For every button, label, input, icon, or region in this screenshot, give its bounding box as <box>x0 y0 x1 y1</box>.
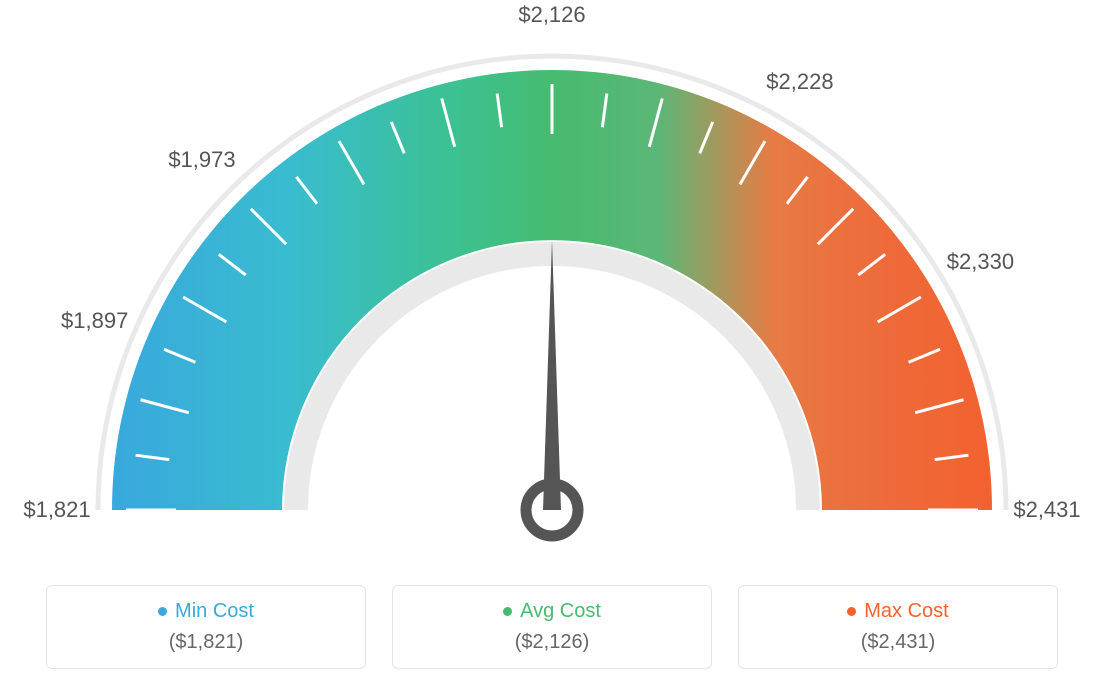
legend-title-text: Min Cost <box>175 600 254 622</box>
legend-title: Avg Cost <box>403 600 701 623</box>
legend-value: ($2,126) <box>403 631 701 654</box>
legend-value: ($2,431) <box>749 631 1047 654</box>
gauge-tick-label: $1,897 <box>61 308 128 334</box>
legend-dot-icon <box>158 607 167 616</box>
gauge-tick-label: $2,228 <box>766 69 833 95</box>
gauge-tick-label: $1,973 <box>168 147 235 173</box>
gauge-tick-label: $1,821 <box>23 497 90 523</box>
legend-title-text: Avg Cost <box>520 600 601 622</box>
gauge-tick-label: $2,126 <box>518 2 585 28</box>
gauge-tick-label: $2,330 <box>947 249 1014 275</box>
gauge-svg <box>0 0 1104 560</box>
cost-gauge: $1,821 $1,897 $1,973 $2,126 $2,228 $2,330 $2,4… <box>0 0 1104 560</box>
legend-row: Min Cost ($1,821) Avg Cost ($2,126) Max Cost… <box>0 585 1104 669</box>
legend-title: Max Cost <box>749 600 1047 623</box>
legend-value: ($1,821) <box>57 631 355 654</box>
legend-title: Min Cost <box>57 600 355 623</box>
legend-card: Min Cost ($1,821) <box>46 585 366 669</box>
gauge-needle <box>543 240 561 510</box>
gauge-tick-label: $2,431 <box>1013 497 1080 523</box>
legend-dot-icon <box>847 607 856 616</box>
legend-dot-icon <box>503 607 512 616</box>
legend-title-text: Max Cost <box>864 600 948 622</box>
legend-card: Max Cost ($2,431) <box>738 585 1058 669</box>
legend-card: Avg Cost ($2,126) <box>392 585 712 669</box>
